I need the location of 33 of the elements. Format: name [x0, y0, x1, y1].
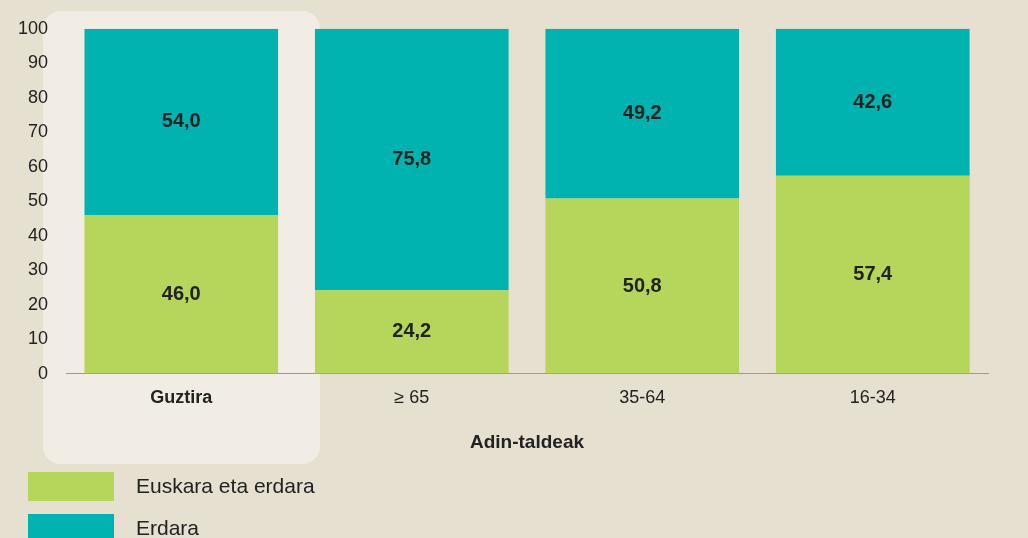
- data-label: 57,4: [853, 262, 894, 285]
- y-tick-label: 50: [28, 190, 49, 211]
- y-tick-label: 80: [28, 86, 49, 107]
- y-tick-label: 100: [17, 17, 49, 38]
- x-tick-label: 35-64: [619, 387, 666, 408]
- y-tick-label: 0: [38, 362, 49, 383]
- y-tick-label: 70: [28, 121, 49, 142]
- data-label: 75,8: [392, 146, 432, 169]
- bar: [84, 28, 279, 215]
- x-axis-title: Adin-taldeak: [470, 430, 585, 452]
- data-label: 49,2: [622, 101, 662, 124]
- y-tick-label: 20: [28, 293, 49, 314]
- x-tick-label: Guztira: [150, 387, 214, 408]
- bar: [775, 175, 970, 374]
- y-tick-label: 10: [28, 328, 49, 349]
- y-tick-label: 60: [28, 155, 49, 176]
- data-label: 24,2: [392, 319, 432, 342]
- data-label: 42,6: [853, 89, 893, 112]
- bar: [545, 198, 740, 374]
- data-label: 50,8: [622, 273, 662, 296]
- data-label: 46,0: [161, 281, 201, 304]
- x-tick-label: ≥ 65: [394, 387, 430, 408]
- bar: [545, 28, 740, 199]
- legend-label: Euskara eta erdara: [136, 473, 315, 497]
- x-tick-label: 16-34: [849, 387, 896, 408]
- bar: [84, 214, 279, 374]
- bar: [775, 28, 970, 176]
- y-tick-label: 40: [28, 224, 49, 245]
- legend-label: Erdara: [136, 515, 200, 538]
- data-label: 54,0: [161, 109, 201, 132]
- bar: [314, 290, 509, 374]
- y-tick-label: 30: [28, 259, 49, 280]
- y-tick-label: 90: [28, 52, 49, 73]
